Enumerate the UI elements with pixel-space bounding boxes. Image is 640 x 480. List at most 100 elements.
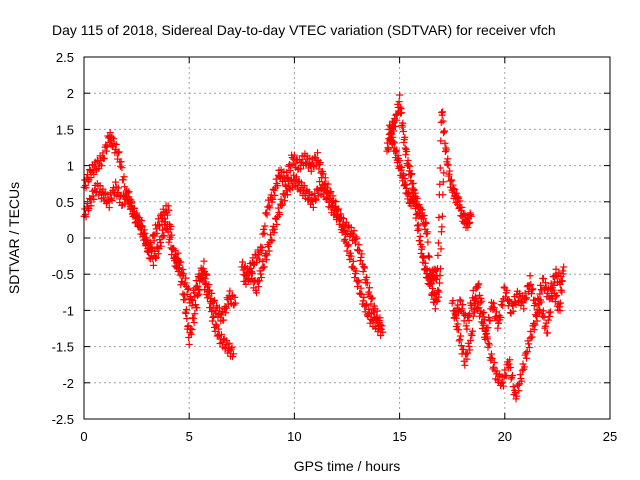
data-point: [109, 135, 117, 143]
data-point: [290, 151, 298, 159]
data-point: [378, 322, 386, 330]
data-point: [399, 128, 407, 136]
data-point: [493, 367, 501, 375]
data-point: [102, 199, 110, 207]
data-point: [205, 281, 213, 289]
data-point: [181, 279, 189, 287]
data-point: [192, 301, 200, 309]
data-point: [546, 308, 554, 316]
data-point: [469, 286, 477, 294]
data-point: [357, 253, 365, 261]
data-point: [492, 308, 500, 316]
data-point: [150, 237, 158, 245]
data-point: [201, 275, 209, 283]
data-point: [534, 296, 542, 304]
data-point: [506, 356, 514, 364]
data-point: [352, 267, 360, 275]
data-point: [530, 319, 538, 327]
data-point: [344, 241, 352, 249]
data-point: [191, 310, 199, 318]
data-point: [395, 98, 403, 106]
data-point: [187, 325, 195, 333]
data-point: [466, 346, 474, 354]
data-point: [528, 286, 536, 294]
data-point: [307, 167, 315, 175]
data-point: [239, 258, 247, 266]
data-point: [335, 220, 343, 228]
data-point: [539, 275, 547, 283]
x-tick-label: 25: [603, 429, 617, 444]
data-point: [342, 218, 350, 226]
data-point: [533, 306, 541, 314]
data-point: [499, 382, 507, 390]
data-point: [266, 204, 274, 212]
data-point: [312, 161, 320, 169]
data-point: [539, 307, 547, 315]
data-point: [174, 249, 182, 257]
data-point: [119, 176, 127, 184]
data-point: [409, 179, 417, 187]
y-tick-label: -0.5: [52, 267, 74, 282]
data-point: [211, 327, 219, 335]
data-point: [140, 226, 148, 234]
data-point: [248, 269, 256, 277]
data-point: [361, 264, 369, 272]
data-point: [521, 289, 529, 297]
data-point: [202, 270, 210, 278]
data-point: [401, 175, 409, 183]
data-point: [162, 224, 170, 232]
data-point: [215, 325, 223, 333]
data-point: [399, 119, 407, 127]
data-point: [195, 290, 203, 298]
data-point: [556, 299, 564, 307]
data-point: [435, 288, 443, 296]
data-point: [99, 149, 107, 157]
data-point: [257, 274, 265, 282]
data-point: [356, 257, 364, 265]
data-point: [551, 298, 559, 306]
data-point: [311, 196, 319, 204]
data-point: [255, 283, 263, 291]
data-point: [365, 306, 373, 314]
chart-title: Day 115 of 2018, Sidereal Day-to-day VTE…: [52, 22, 556, 38]
data-point: [420, 254, 428, 262]
data-point: [384, 145, 392, 153]
data-point: [523, 354, 531, 362]
data-point: [212, 320, 220, 328]
data-point: [231, 293, 239, 301]
series-trace-b: [80, 178, 239, 325]
data-point: [536, 290, 544, 298]
data-point: [346, 255, 354, 263]
data-point: [316, 159, 324, 167]
data-point: [256, 248, 264, 256]
data-point: [462, 322, 470, 330]
data-point: [486, 317, 494, 325]
data-point: [124, 189, 132, 197]
data-point: [179, 266, 187, 274]
data-point: [455, 337, 463, 345]
data-point: [483, 329, 491, 337]
data-point: [403, 181, 411, 189]
data-point: [556, 280, 564, 288]
data-point: [120, 173, 128, 181]
data-point: [184, 286, 192, 294]
data-point: [98, 162, 106, 170]
data-point: [503, 286, 511, 294]
data-point: [188, 325, 196, 333]
data-point: [183, 314, 191, 322]
y-tick-label: 2.5: [56, 50, 74, 65]
data-point: [528, 333, 536, 341]
data-point: [90, 170, 98, 178]
data-point: [548, 284, 556, 292]
data-point: [456, 197, 464, 205]
data-point: [354, 282, 362, 290]
data-point: [474, 298, 482, 306]
data-point: [527, 280, 535, 288]
data-point: [156, 222, 164, 230]
data-point: [84, 171, 92, 179]
data-point: [525, 344, 533, 352]
data-point: [368, 309, 376, 317]
data-point: [531, 321, 539, 329]
data-point: [483, 333, 491, 341]
